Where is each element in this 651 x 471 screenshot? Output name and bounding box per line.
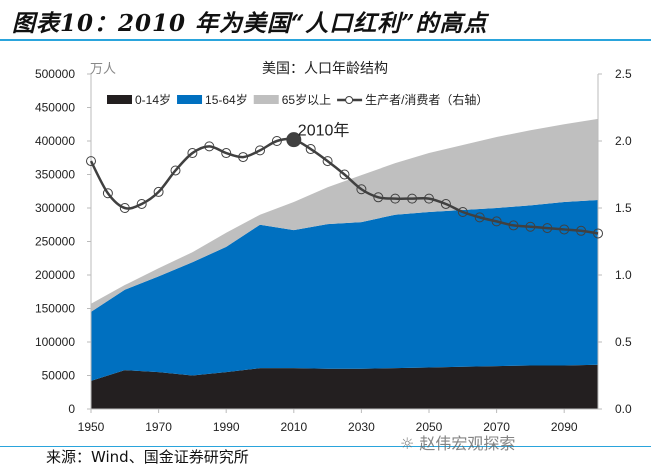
page-title: 图表10：2010 年为美国“人口红利”的高点 <box>12 10 488 37</box>
divider <box>0 446 651 447</box>
y2-tick-label: 0.0 <box>615 402 632 416</box>
line-point <box>119 203 130 213</box>
line-point <box>153 186 164 197</box>
line-point <box>576 225 587 236</box>
y2-tick-label: 0.5 <box>615 335 632 349</box>
y-tick-label: 400000 <box>35 134 75 148</box>
y-tick-label: 50000 <box>42 369 76 383</box>
line-point <box>440 198 451 209</box>
x-tick-label: 1990 <box>213 420 240 434</box>
line-point <box>542 223 553 234</box>
line-point <box>255 145 265 156</box>
y-tick-label: 0 <box>68 402 75 416</box>
y-tick-label: 250000 <box>35 235 75 249</box>
x-tick-label: 2030 <box>348 420 375 434</box>
y-tick-label: 300000 <box>35 201 75 215</box>
line-point <box>491 216 502 227</box>
y-tick-label: 100000 <box>35 335 75 349</box>
x-tick-label: 2070 <box>483 420 510 434</box>
legend-swatch <box>177 95 203 104</box>
divider <box>0 39 651 41</box>
line-point <box>407 193 418 204</box>
line-point <box>271 136 282 146</box>
y2-tick-label: 1.5 <box>615 201 632 215</box>
source-note: 来源：Wind、国金证券研究所 <box>46 448 249 466</box>
legend-label: 65岁以上 <box>282 92 331 107</box>
x-tick-label: 1950 <box>78 420 105 434</box>
line-point <box>305 144 316 155</box>
line-point <box>204 141 215 152</box>
y-axis-label: 万人 <box>90 61 116 76</box>
line-point <box>339 169 350 180</box>
legend-label: 15-64岁 <box>205 92 248 107</box>
line-point <box>102 188 113 199</box>
chart: 0 50000 100000 150000 200000 250000 300000 3500… <box>35 60 632 434</box>
line-point <box>373 192 384 203</box>
line-point <box>136 198 147 209</box>
line-point <box>390 193 401 204</box>
header: 图表10：2010 年为美国“人口红利”的高点 <box>0 0 651 38</box>
line-point <box>474 212 485 223</box>
line-point <box>525 221 536 232</box>
y2-tick-label: 2.0 <box>615 134 632 148</box>
line-point <box>356 184 367 195</box>
y-tick-label: 350000 <box>35 168 75 182</box>
line-point <box>457 207 468 218</box>
legend-swatch <box>107 95 132 104</box>
x-tick-label: 1970 <box>145 420 172 434</box>
line-point <box>187 148 198 159</box>
line-point <box>170 165 181 176</box>
line-point <box>593 228 603 239</box>
line-point <box>559 224 570 235</box>
wechat-icon: ☼ <box>400 434 415 453</box>
watermark: ☼ 赵伟宏观探索 <box>400 434 516 453</box>
line-series <box>89 137 599 235</box>
line-point <box>508 220 519 231</box>
line-point <box>322 156 333 167</box>
y-tick-label: 450000 <box>35 101 75 115</box>
chart-title: 美国：人口年龄结构 <box>262 60 388 76</box>
x-tick-label: 2050 <box>416 420 443 434</box>
area-series-2 <box>91 118 598 312</box>
line-point <box>221 148 232 159</box>
y2-tick-label: 2.5 <box>615 67 632 81</box>
legend-label: 生产者/消费者（右轴） <box>365 92 488 107</box>
area-series-1 <box>91 199 598 381</box>
legend-marker <box>345 96 354 104</box>
y-tick-label: 500000 <box>35 67 75 81</box>
legend-swatch <box>253 95 279 104</box>
annotation: 2010年 <box>298 122 350 140</box>
y-tick-label: 150000 <box>35 302 75 316</box>
area-series-0 <box>91 364 598 409</box>
y-tick-label: 200000 <box>35 268 75 282</box>
legend-label: 0-14岁 <box>135 92 171 107</box>
line-point <box>86 156 96 167</box>
x-tick-label: 2010 <box>280 420 307 434</box>
line-point <box>238 152 249 163</box>
line-point <box>424 193 434 204</box>
y2-tick-label: 1.0 <box>615 268 632 282</box>
x-tick-label: 2090 <box>551 420 578 434</box>
highlight-point <box>286 132 302 148</box>
